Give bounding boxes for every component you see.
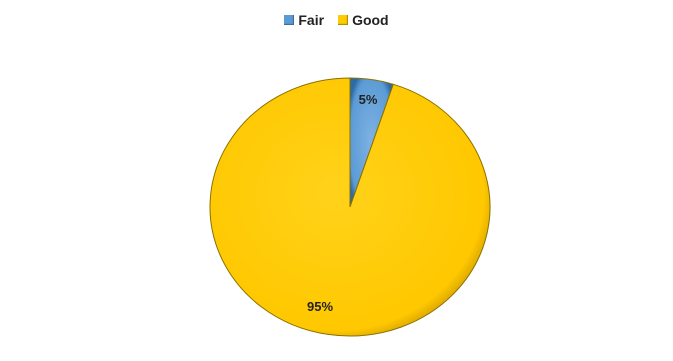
- pie-slice-good: [209, 77, 491, 337]
- legend-item-fair: Fair: [284, 12, 324, 28]
- legend: Fair Good: [0, 12, 673, 28]
- legend-label-good: Good: [352, 12, 389, 28]
- data-label-good: 95%: [307, 299, 333, 314]
- legend-item-good: Good: [338, 12, 389, 28]
- legend-swatch-good: [338, 15, 349, 25]
- data-label-fair: 5%: [359, 92, 378, 107]
- legend-label-fair: Fair: [298, 12, 325, 28]
- legend-swatch-fair: [284, 15, 295, 25]
